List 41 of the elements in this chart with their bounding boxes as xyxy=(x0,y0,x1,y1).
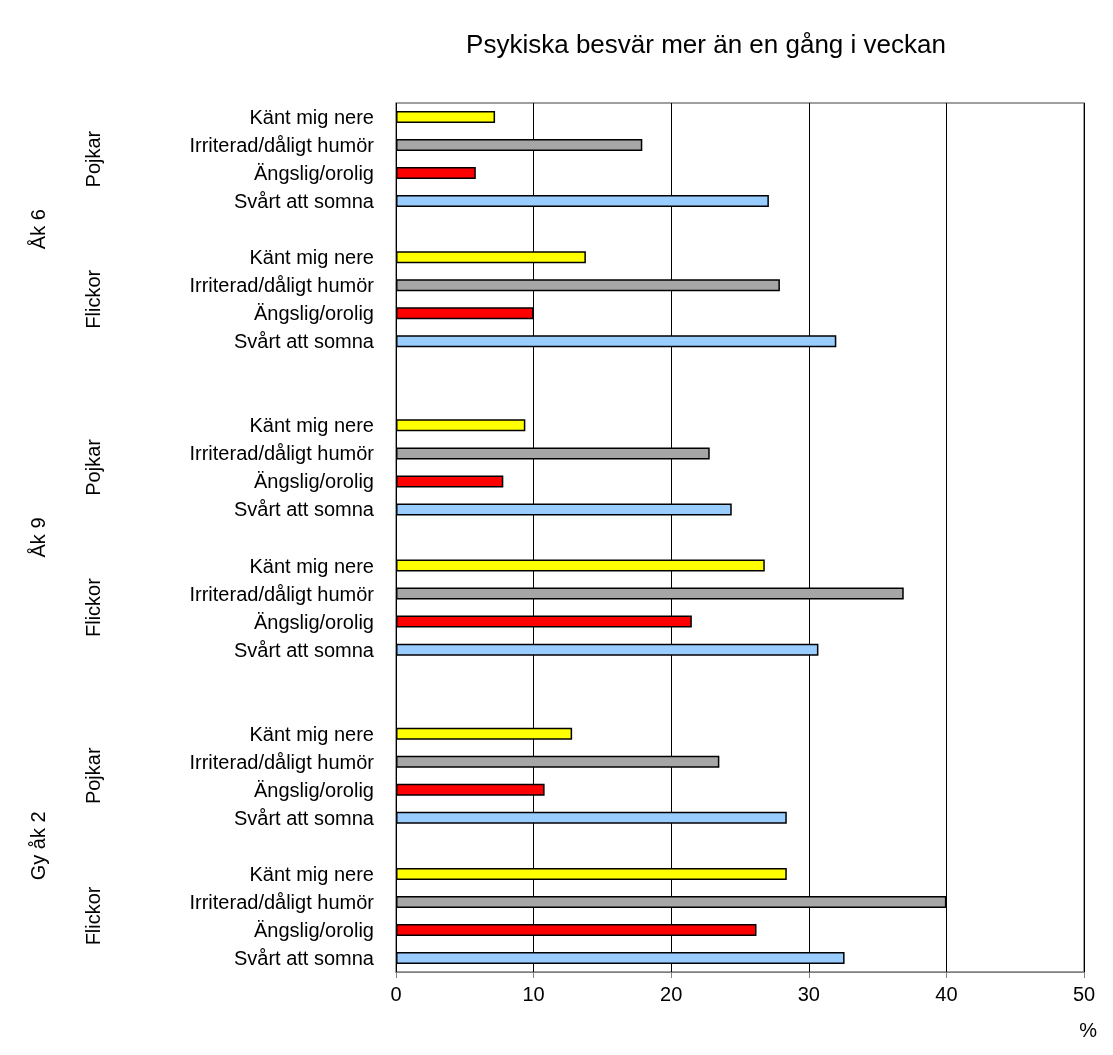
y-tick-label: Svårt att somna xyxy=(233,190,375,213)
y-tick-label: Känt mig nere xyxy=(249,414,374,437)
x-tick-label: 0 xyxy=(390,983,402,1005)
y-tick-label: Ängslig/orolig xyxy=(253,610,374,633)
x-tick-label: 30 xyxy=(797,983,820,1005)
y-tick-label: Ängslig/orolig xyxy=(253,162,374,185)
y-tick-label: Känt mig nere xyxy=(249,862,374,885)
y-tick-label: Irriterad/dåligt humör xyxy=(189,442,375,465)
y-tick-label: Svårt att somna xyxy=(233,330,375,353)
y-tick-label: Ängslig/orolig xyxy=(253,778,374,801)
y-tick-label: Känt mig nere xyxy=(249,722,374,745)
x-tick-label: 50 xyxy=(1072,983,1096,1005)
text: Flickor xyxy=(82,269,104,329)
y-tick-label: Irriterad/dåligt humör xyxy=(189,134,375,157)
text: Åk 9 xyxy=(27,517,49,558)
x-axis-title: % xyxy=(1079,1019,1098,1041)
y-tick-label: Irriterad/dåligt humör xyxy=(189,274,375,297)
y-tick-label: Ängslig/orolig xyxy=(253,302,374,325)
text: Åk 6 xyxy=(27,209,49,250)
text: Flickor xyxy=(82,886,104,946)
x-tick-label: 20 xyxy=(660,983,683,1005)
y-tick-label: Ängslig/orolig xyxy=(253,470,374,493)
text: Flickor xyxy=(82,577,104,638)
text: Pojkar xyxy=(82,438,104,496)
y-tick-label: Ängslig/orolig xyxy=(253,918,374,941)
text: Pojkar xyxy=(82,130,104,188)
y-tick-label: Svårt att somna xyxy=(233,946,375,969)
y-tick-label: Svårt att somna xyxy=(233,638,375,661)
y-tick-label: Irriterad/dåligt humör xyxy=(189,582,375,605)
y-tick-label: Irriterad/dåligt humör xyxy=(189,890,375,913)
y-tick-label: Känt mig nere xyxy=(249,106,374,129)
y-tick-label: Svårt att somna xyxy=(233,498,375,521)
x-tick-label: 10 xyxy=(522,983,545,1005)
y-tick-label: Irriterad/dåligt humör xyxy=(189,750,375,773)
y-tick-label: Känt mig nere xyxy=(249,554,374,577)
y-tick-label: Känt mig nere xyxy=(249,246,374,269)
text: Pojkar xyxy=(82,747,104,805)
chart-title: Psykiska besvär mer än en gång i veckan xyxy=(466,29,946,59)
text: Gy åk 2 xyxy=(27,811,49,881)
x-tick-label: 40 xyxy=(935,983,958,1005)
y-tick-label: Svårt att somna xyxy=(233,806,375,829)
